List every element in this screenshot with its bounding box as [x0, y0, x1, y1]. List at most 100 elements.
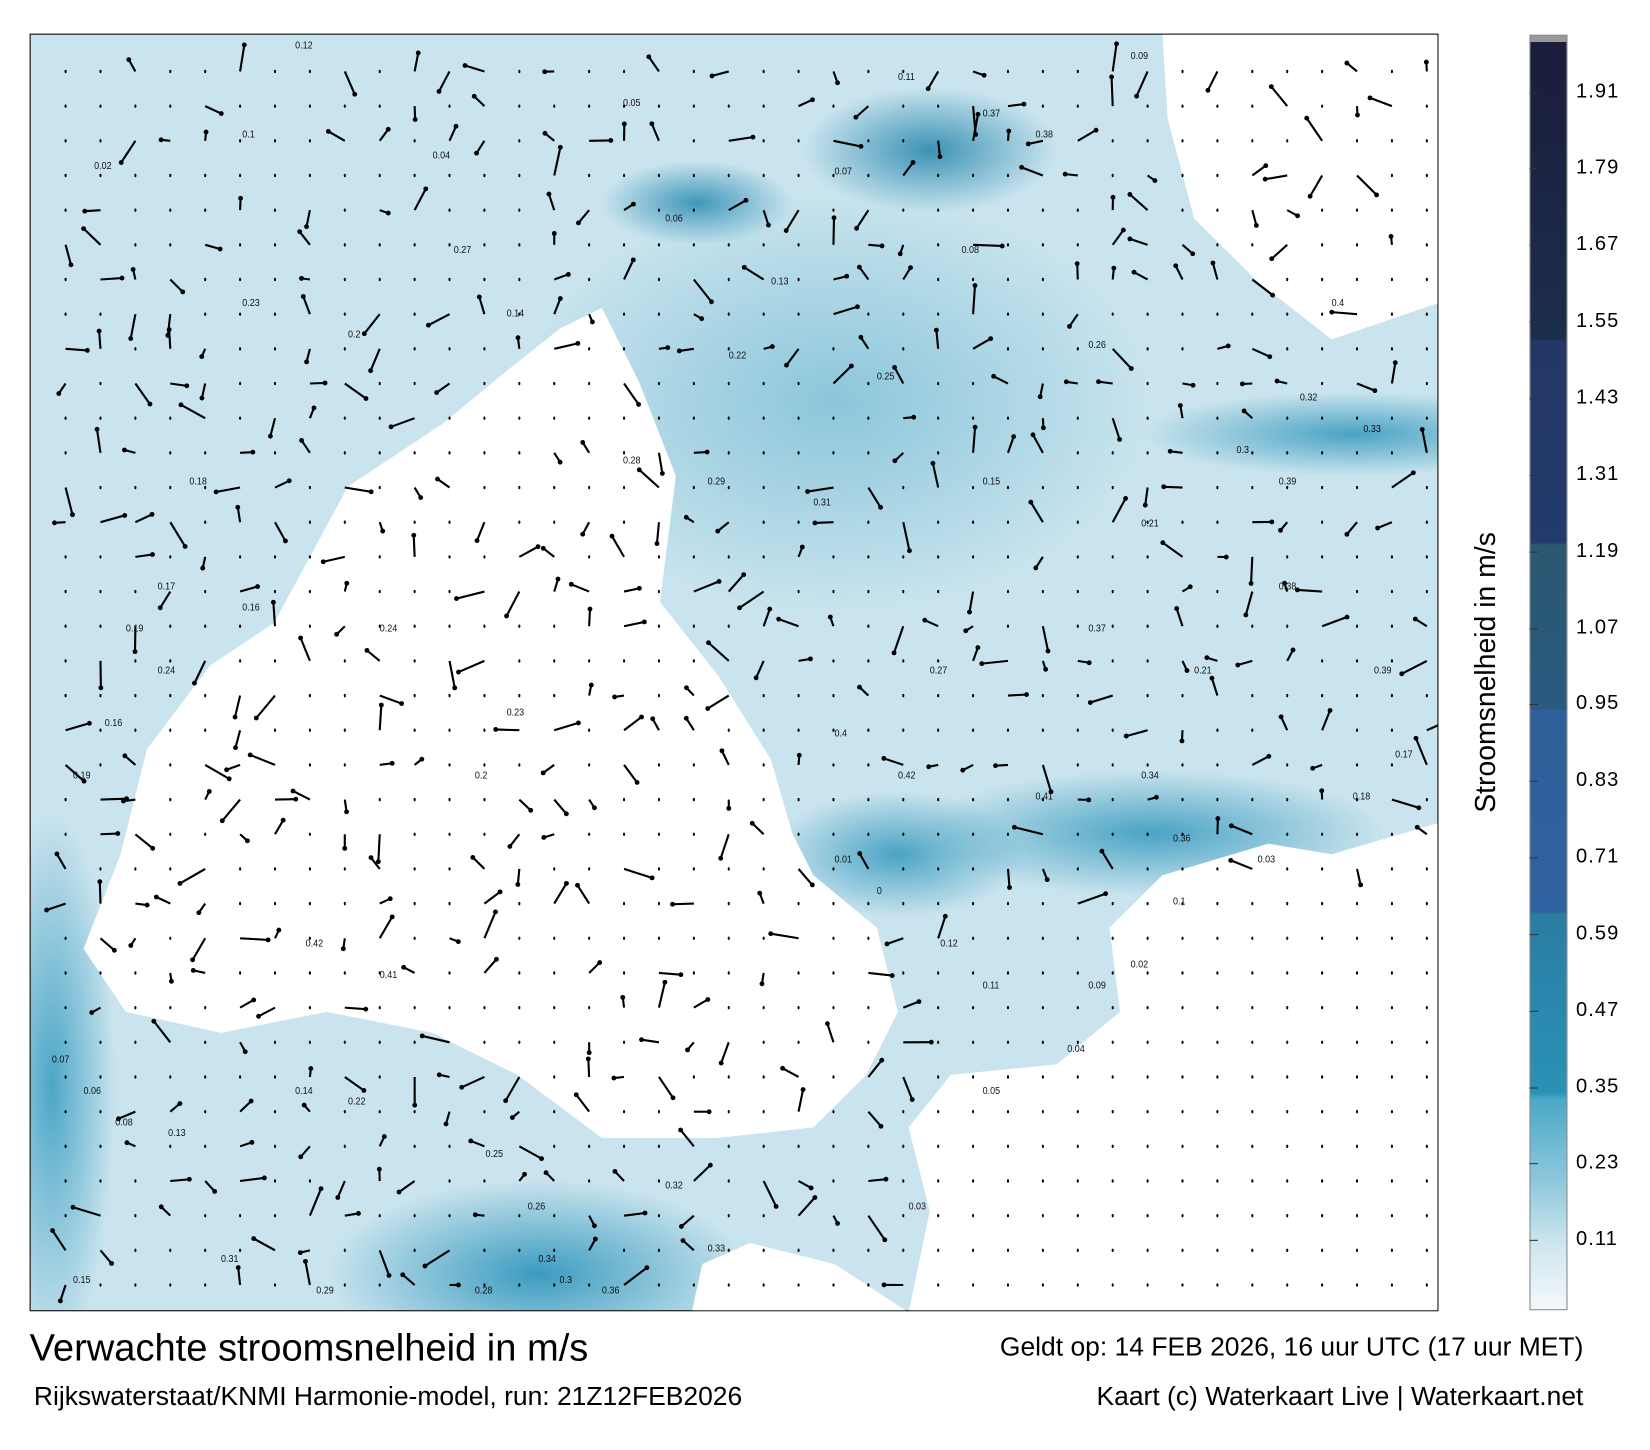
current-dot [64, 1075, 67, 1079]
current-arrow [623, 382, 640, 406]
arrow-head [858, 334, 864, 340]
current-dot [1216, 1179, 1219, 1183]
current-dot [622, 936, 626, 940]
current-dot [1355, 693, 1359, 698]
current-dot [1006, 1213, 1010, 1218]
current-dot [1355, 728, 1359, 732]
current-dot [762, 936, 765, 940]
arrow-head [94, 426, 100, 432]
arrow-head [180, 289, 186, 295]
arrow-head [149, 511, 155, 517]
current-arrow [902, 1000, 920, 1009]
arrow-head [766, 222, 771, 228]
current-dot [692, 381, 695, 386]
arrow-head [609, 533, 615, 539]
current-dot [867, 451, 870, 455]
arrow-head [376, 1166, 382, 1172]
current-dot [1111, 312, 1114, 316]
current-arrow [518, 1145, 543, 1160]
speed-value-label: 0.1 [242, 129, 255, 141]
current-dot [762, 69, 765, 74]
current-dot [1286, 763, 1289, 767]
arrow-head [249, 1139, 255, 1145]
arrow-head [368, 489, 374, 495]
current-dot [902, 347, 905, 351]
arrow-head [557, 296, 563, 301]
current-arrow [343, 71, 356, 95]
arrow-head [1274, 378, 1280, 384]
current-dot [273, 173, 277, 178]
arrow-head [1375, 525, 1381, 531]
current-dot [239, 381, 242, 386]
current-arrow [680, 1214, 695, 1228]
current-dot [1286, 971, 1289, 975]
current-dot [1216, 312, 1219, 316]
current-arrow [363, 313, 381, 335]
current-dot [1111, 1144, 1114, 1148]
current-dot [169, 1283, 172, 1287]
speed-value-label: 0.07 [51, 1053, 70, 1066]
current-dot [99, 69, 102, 74]
current-dot [797, 1005, 800, 1010]
current-dot [692, 867, 695, 871]
colorbar-tick-mark [1529, 857, 1538, 859]
current-arrow [798, 98, 813, 108]
current-dot [832, 797, 835, 802]
arrow-head [1040, 425, 1046, 431]
current-dot [413, 520, 416, 524]
current-dot [1146, 104, 1149, 108]
current-dot [762, 381, 765, 386]
current-dot [727, 1283, 730, 1287]
arrow-head [704, 449, 710, 455]
current-arrow [472, 856, 486, 870]
current-arrow [1270, 85, 1289, 107]
arrow-head [1153, 794, 1159, 800]
current-dot [1286, 1179, 1289, 1183]
current-dot [832, 763, 835, 767]
current-dot [413, 659, 416, 663]
colorbar-tick-mark [1529, 1086, 1538, 1089]
current-dot [797, 971, 800, 975]
current-dot [343, 451, 346, 455]
current-dot [1041, 797, 1044, 802]
current-dot [588, 277, 591, 282]
current-arrow [623, 1211, 646, 1217]
current-dot [204, 312, 207, 316]
current-dot [1425, 416, 1428, 420]
arrow-head [86, 720, 92, 726]
current-dot [1425, 139, 1428, 143]
current-dot [343, 1040, 346, 1044]
current-arrow [100, 514, 126, 524]
arrow-head [1048, 789, 1054, 795]
colorbar-tick-mark [1529, 780, 1538, 782]
arrow-head [857, 684, 862, 690]
current-dot [204, 451, 207, 455]
current-arrow [588, 608, 592, 627]
arrow-head [528, 807, 534, 813]
speed-value-label: 0.12 [940, 938, 958, 950]
current-arrow [1251, 164, 1267, 177]
current-dot [1006, 1283, 1010, 1287]
current-dot [1076, 1040, 1079, 1044]
current-dot [1321, 347, 1324, 351]
current-dot [1425, 693, 1428, 698]
current-arrow [1391, 798, 1420, 809]
current-arrow [1101, 850, 1114, 870]
arrow-head [1269, 519, 1275, 525]
arrow-head [942, 913, 948, 919]
current-dot [1251, 1005, 1254, 1010]
current-dot [64, 1213, 67, 1218]
map-credit: Kaart (c) Waterkaart Live | Waterkaart.n… [1096, 1381, 1584, 1412]
current-arrow [1251, 209, 1258, 226]
current-dot [134, 1213, 137, 1218]
current-arrow [1125, 729, 1148, 738]
current-dot [797, 1283, 800, 1287]
current-dot [1006, 589, 1010, 594]
current-speed-map[interactable]: 0.12 0.11 0.09 0.1 0.05 0.04 0.02 0.07 0.06 0.08 0… [29, 33, 1439, 1312]
current-dot [867, 624, 870, 628]
arrow-head [381, 1134, 387, 1139]
current-dot [588, 485, 591, 490]
current-dot [1076, 693, 1079, 698]
current-dot [937, 173, 940, 178]
current-dot [99, 589, 102, 594]
